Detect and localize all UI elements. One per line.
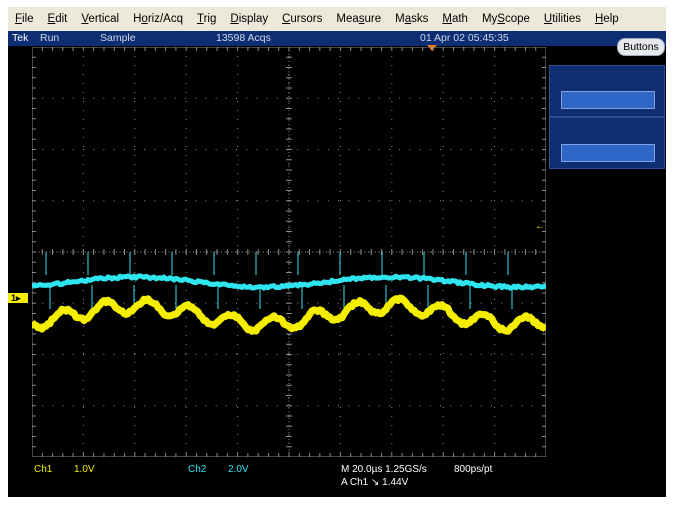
menu-cursors[interactable]: Cursors	[275, 13, 329, 25]
menu-math[interactable]: Math	[435, 13, 475, 25]
ch1-scale[interactable]: 1.0V	[74, 464, 95, 475]
resolution-readout: 800ps/pt	[454, 464, 492, 475]
menu-horiz-acq[interactable]: Horiz/Acq	[126, 13, 190, 25]
menu-help[interactable]: Help	[588, 13, 626, 25]
menu-measure[interactable]: Measure	[329, 13, 388, 25]
menu-display[interactable]: Display	[223, 13, 275, 25]
acq-mode[interactable]: Sample	[100, 32, 136, 44]
ch1-label[interactable]: Ch1	[34, 464, 52, 475]
run-state[interactable]: Run	[40, 32, 59, 44]
status-bar: Tek Run Sample 13598 Acqs 01 Apr 02 05:4…	[8, 31, 666, 46]
side-panel-1	[549, 65, 665, 117]
datetime: 01 Apr 02 05:45:35	[420, 32, 509, 44]
menu-bar: File Edit Vertical Horiz/Acq Trig Display Curs…	[8, 7, 666, 31]
ch1-marker-label: 1	[11, 293, 16, 303]
acq-count: 13598 Acqs	[216, 32, 271, 44]
side-panel-2-button[interactable]	[561, 144, 655, 162]
side-panel-1-button[interactable]	[561, 91, 655, 109]
menu-trig[interactable]: Trig	[190, 13, 223, 25]
ch1-ground-marker[interactable]: 1▸	[8, 293, 28, 303]
ch2-scale[interactable]: 2.0V	[228, 464, 249, 475]
trigger-level-marker[interactable]: ←	[535, 221, 545, 232]
menu-edit[interactable]: Edit	[41, 13, 75, 25]
waveform-graticule	[32, 47, 546, 457]
menu-masks[interactable]: Masks	[388, 13, 435, 25]
ch2-label[interactable]: Ch2	[188, 464, 206, 475]
scope-screen: Tek Run Sample 13598 Acqs 01 Apr 02 05:4…	[8, 31, 666, 497]
menu-file[interactable]: File	[8, 13, 41, 25]
trigger-readout[interactable]: A Ch1 ↘ 1.44V	[341, 477, 408, 488]
side-panel-2	[549, 117, 665, 169]
menu-utilities[interactable]: Utilities	[537, 13, 588, 25]
buttons-toggle-button[interactable]: Buttons	[617, 38, 665, 56]
graticule-grid	[32, 47, 546, 457]
timebase-readout[interactable]: M 20.0µs 1.25GS/s	[341, 464, 427, 475]
brand-label: Tek	[12, 32, 28, 44]
menu-myscope[interactable]: MyScope	[475, 13, 537, 25]
menu-vertical[interactable]: Vertical	[74, 13, 126, 25]
